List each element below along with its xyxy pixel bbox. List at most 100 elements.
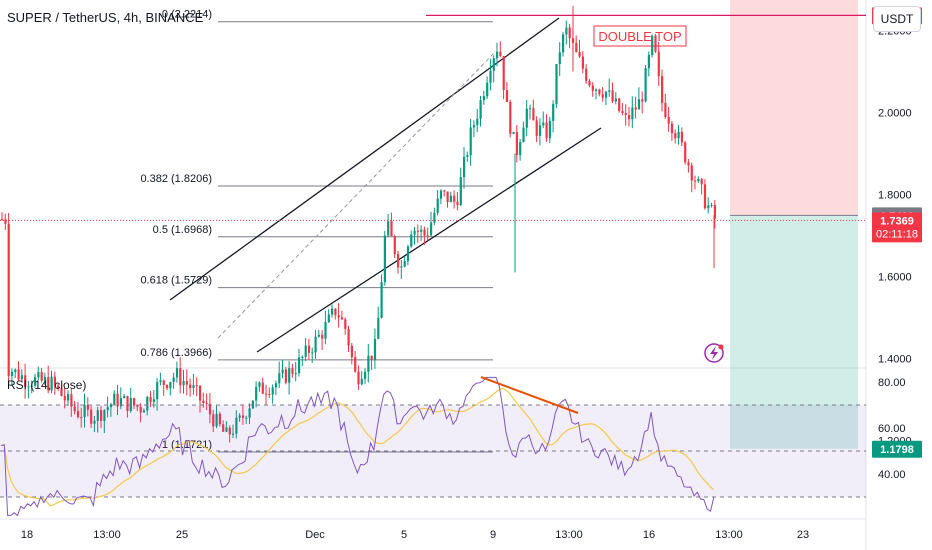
candle-body [241,415,245,418]
candle-body [321,334,324,339]
candle-body [654,35,657,52]
candle-body [439,190,443,199]
candle-body [228,427,231,435]
candle-body [324,322,327,339]
rsi-tick-label: 80.00 [878,377,906,389]
candle-body [24,375,27,387]
channel-upper-line [169,17,560,301]
candle-body [76,411,80,418]
candle-body [581,56,584,69]
candle-body [641,99,644,102]
candle-body [162,380,165,386]
candle-body [684,142,687,163]
candle-body [80,417,83,419]
candle-body [185,381,188,385]
fib-label: 0 (2.2214) [162,9,212,21]
candle-body [337,315,340,318]
candle-body [680,131,683,143]
candle-body [34,377,37,386]
candle-body [522,127,525,143]
candle-body [436,198,439,213]
candle-body [364,371,367,379]
candle-body [1,219,4,221]
candle-body [463,156,466,178]
fib-label: 0.5 (1.6968) [153,224,212,236]
candle-body [538,125,542,136]
candle-body [317,334,320,337]
candle-body [416,230,419,232]
candle-body [367,355,370,372]
candle-body [677,131,680,139]
lightning-icon-glyph [710,346,718,360]
candle-body [205,402,208,404]
symbol-title: SUPER / TetherUS, 4h, BINANCE [7,10,204,25]
candle-body [100,410,103,421]
candle-body [27,386,30,388]
candle-body [406,246,410,262]
candle-body [278,373,281,384]
candle-body [651,35,654,55]
candle-body [169,382,172,389]
candle-body [525,108,528,128]
candle-body [443,190,446,192]
candle-body [703,184,707,209]
candle-body [562,34,565,53]
candle-body [509,101,512,134]
candle-body [555,64,558,104]
candle-body [340,317,344,320]
rsi-line [0,376,715,517]
candle-body [172,377,175,383]
candle-body [199,385,202,401]
candle-body [106,407,109,411]
candle-body [334,308,337,316]
channel-lower-line [256,127,602,353]
fib-trend-line [217,51,496,339]
candle-body [661,76,664,103]
candle-body [397,254,400,268]
candle-body [109,404,113,408]
candle-body [423,229,426,236]
candle-body [631,107,634,120]
candle-body [453,195,456,202]
currency-button[interactable]: USDT [873,6,921,32]
candle-body [413,230,416,235]
time-tick-label: 18 [21,529,33,541]
double-top-box [593,25,687,47]
candle-body [383,235,386,283]
candle-body [202,400,205,403]
candle-body [387,221,390,236]
candle-body [288,368,291,383]
candle-body [67,394,70,401]
candle-body [664,102,667,118]
candle-body [93,420,96,424]
candle-body [459,177,462,206]
candle-body [291,368,294,374]
candle-body [251,400,254,409]
candle-body [53,376,56,386]
candle-body [532,108,535,121]
candle-body [637,99,641,110]
candle-body [644,68,647,102]
candle-body [133,398,136,406]
candle-body [30,385,33,387]
candle-body [215,413,218,427]
candle-body [175,368,179,378]
candle-body [634,107,637,110]
candle-body [294,373,297,375]
candle-body [469,127,472,156]
candle-body [647,54,650,69]
time-tick-label: 9 [490,529,496,541]
candle-body [20,375,23,380]
position-target-zone [730,215,858,449]
candle-body [370,355,373,360]
candle-body [628,114,631,120]
candle-body [350,345,353,358]
candle-body [331,308,334,315]
candle-body [344,319,347,329]
candle-body [116,393,119,407]
candle-body [113,393,116,405]
candle-body [212,414,215,427]
alert-dot [718,344,724,350]
candle-body [146,396,149,411]
